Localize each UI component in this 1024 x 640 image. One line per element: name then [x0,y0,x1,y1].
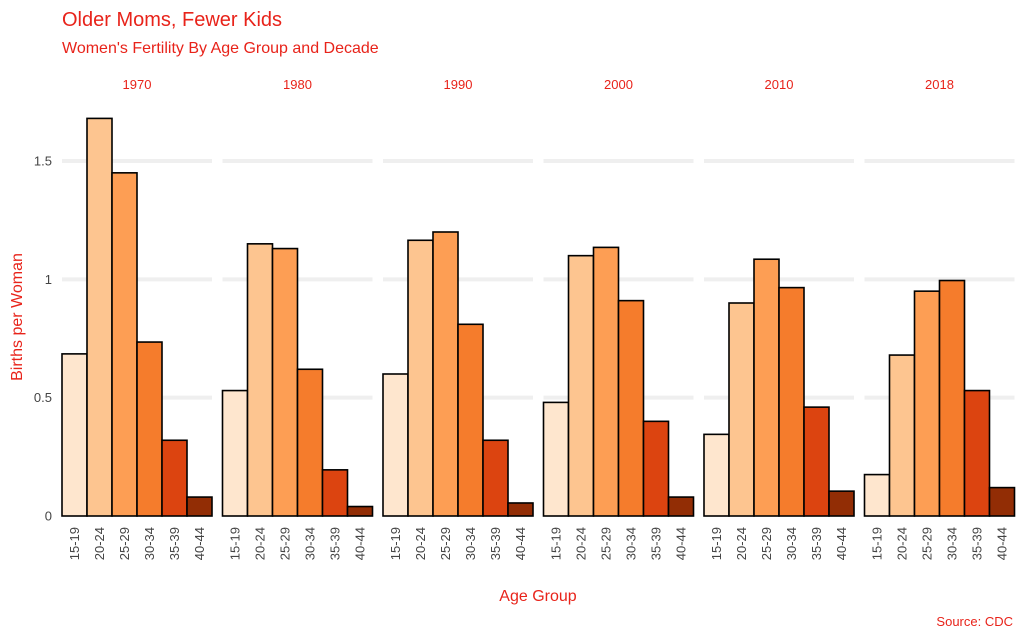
bar-1980-30-34 [296,368,324,517]
bar-2010-25-29 [753,258,780,517]
chart-subtitle: Women's Fertility By Age Group and Decad… [62,40,379,57]
bar-1970-20-24 [86,117,113,517]
facet-label: 2000 [604,77,633,92]
facet-label: 1970 [123,77,152,92]
x-tick-label: 25-29 [438,527,453,560]
x-tick-label: 30-34 [945,527,960,560]
x-tick-label: 20-24 [413,527,428,560]
x-tick-label: 40-44 [995,527,1010,560]
x-tick-label: 25-29 [920,527,935,560]
x-tick-label: 15-19 [388,527,403,560]
x-tick-label: 40-44 [674,527,689,560]
bar-2018-25-29 [913,290,941,517]
x-tick-label: 35-39 [649,527,664,560]
bar-2000-20-24 [567,254,595,517]
x-tick-label: 40-44 [353,527,368,560]
bar-2010-40-44 [828,490,855,517]
x-tick-label: 30-34 [142,527,157,560]
x-tick-label: 20-24 [895,527,910,560]
x-tick-label: 35-39 [167,527,182,560]
x-tick-label: 30-34 [463,527,478,560]
bar-1980-25-29 [271,247,299,517]
bar-2000-40-44 [667,496,695,517]
bar-1990-25-29 [432,231,459,517]
bar-1980-20-24 [246,243,274,517]
facet-label: 2018 [925,77,954,92]
x-tick-label: 40-44 [192,527,207,560]
facet-label: 2010 [765,77,794,92]
x-tick-label: 15-19 [870,527,885,560]
y-tick-label: 1 [45,272,52,287]
x-tick-label: 35-39 [809,527,824,560]
x-tick-label: 35-39 [488,527,503,560]
x-tick-label: 20-24 [734,527,749,560]
x-tick-label: 15-19 [549,527,564,560]
bar-2018-15-19 [863,473,891,517]
x-tick-label: 25-29 [278,527,293,560]
x-tick-label: 35-39 [970,527,985,560]
facet-label: 1980 [283,77,312,92]
facet-panel-2018: 2018 15-19 20-24 25-29 30-34 35-39 40-44 [863,77,1016,560]
bar-2018-35-39 [963,389,991,517]
bar-2010-30-34 [778,286,805,517]
x-tick-label: 30-34 [784,527,799,560]
bar-1980-15-19 [221,389,249,517]
bar-2000-35-39 [642,420,670,517]
chart-title: Older Moms, Fewer Kids [62,9,282,31]
x-tick-label: 15-19 [67,527,82,560]
chart-caption: Source: CDC [936,614,1013,629]
bar-1990-40-44 [507,502,534,517]
bar-1990-35-39 [482,439,509,517]
bar-2010-20-24 [728,302,755,517]
x-tick-label: 40-44 [513,527,528,560]
x-tick-label: 25-29 [759,527,774,560]
bar-2010-35-39 [803,406,830,517]
x-tick-label: 40-44 [834,527,849,560]
facet-panel-2010: 2010 15-19 20-24 25-29 30-34 35-39 40-44 [703,77,855,560]
facet-panel-1980: 1980 15-19 20-24 25-29 30-34 35-39 40-44 [221,77,374,560]
bar-1980-35-39 [321,469,349,517]
bar-1990-20-24 [407,239,434,517]
x-tick-label: 20-24 [574,527,589,560]
x-tick-label: 20-24 [253,527,268,560]
bar-2018-20-24 [888,354,916,517]
x-tick-label: 15-19 [228,527,243,560]
y-axis: 0 0.5 1 1.5 [34,154,52,524]
bar-1970-15-19 [61,353,88,517]
bar-1990-30-34 [457,323,484,517]
bar-1990-15-19 [382,373,409,517]
facet-panel-1990: 1990 15-19 20-24 25-29 30-34 35-39 40-44 [382,77,534,560]
facet-label: 1990 [444,77,473,92]
x-tick-label: 15-19 [709,527,724,560]
facet-panel-2000: 2000 15-19 20-24 25-29 30-34 35-39 40-44 [542,77,695,560]
bar-2018-40-44 [988,486,1016,517]
bar-2010-15-19 [703,433,730,517]
bar-1970-30-34 [136,341,163,517]
bar-2000-30-34 [617,299,645,517]
y-tick-label: 0 [45,509,52,524]
facet-panels: 1970 15-19 20-24 25-29 30-34 35-39 40-44 1980 15… [61,77,1016,560]
x-axis-title: Age Group [499,588,576,605]
bar-1970-40-44 [186,496,213,517]
x-tick-label: 30-34 [303,527,318,560]
bar-1970-25-29 [111,172,138,517]
bar-2000-25-29 [592,246,620,517]
bar-2018-30-34 [938,279,966,517]
x-tick-label: 30-34 [624,527,639,560]
y-tick-label: 0.5 [34,390,52,405]
x-tick-label: 35-39 [328,527,343,560]
facet-panel-1970: 1970 15-19 20-24 25-29 30-34 35-39 40-44 [61,77,213,560]
y-tick-label: 1.5 [34,154,52,169]
bar-1970-35-39 [161,439,188,517]
x-tick-label: 25-29 [599,527,614,560]
y-axis-title: Births per Woman [9,253,26,381]
bar-1980-40-44 [346,505,374,517]
bar-2000-15-19 [542,401,570,517]
x-tick-label: 25-29 [117,527,132,560]
x-tick-label: 20-24 [92,527,107,560]
